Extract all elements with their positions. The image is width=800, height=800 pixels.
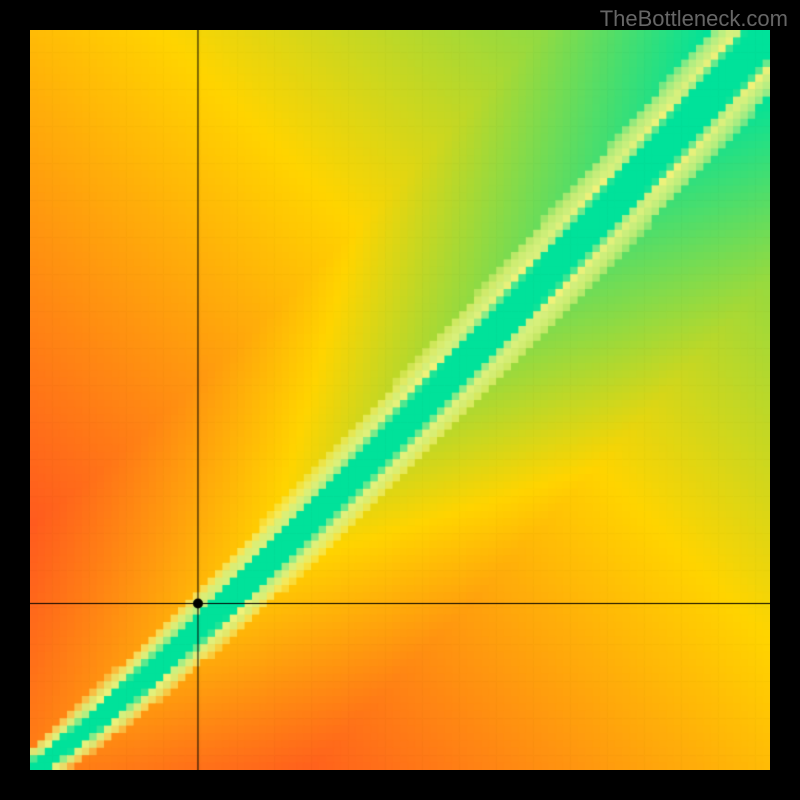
bottleneck-heatmap <box>30 30 770 770</box>
chart-container: TheBottleneck.com <box>0 0 800 800</box>
watermark-text: TheBottleneck.com <box>600 6 788 32</box>
